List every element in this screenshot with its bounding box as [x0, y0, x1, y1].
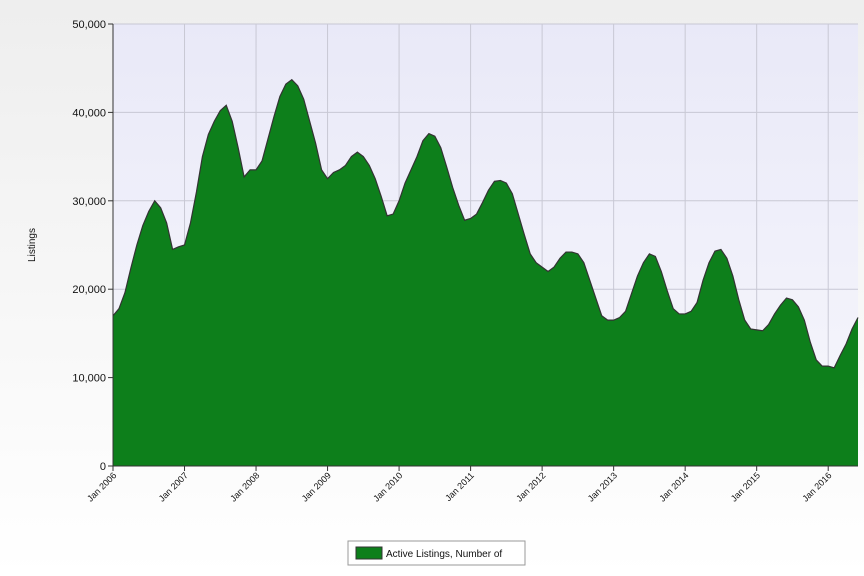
legend: Active Listings, Number of [347, 540, 526, 566]
area-outline [112, 78, 859, 369]
legend-swatch [355, 546, 383, 560]
legend-label: Active Listings, Number of [386, 549, 502, 560]
y-tick-label: 10,000 [72, 373, 106, 385]
area [113, 79, 858, 466]
y-tick-label: 0 [100, 461, 106, 473]
y-tick-label: 50,000 [72, 19, 106, 31]
y-tick-label: 40,000 [72, 107, 106, 119]
y-tick-label: 20,000 [72, 284, 106, 296]
y-axis-label: Listings [27, 228, 38, 262]
y-tick-label: 30,000 [72, 196, 106, 208]
